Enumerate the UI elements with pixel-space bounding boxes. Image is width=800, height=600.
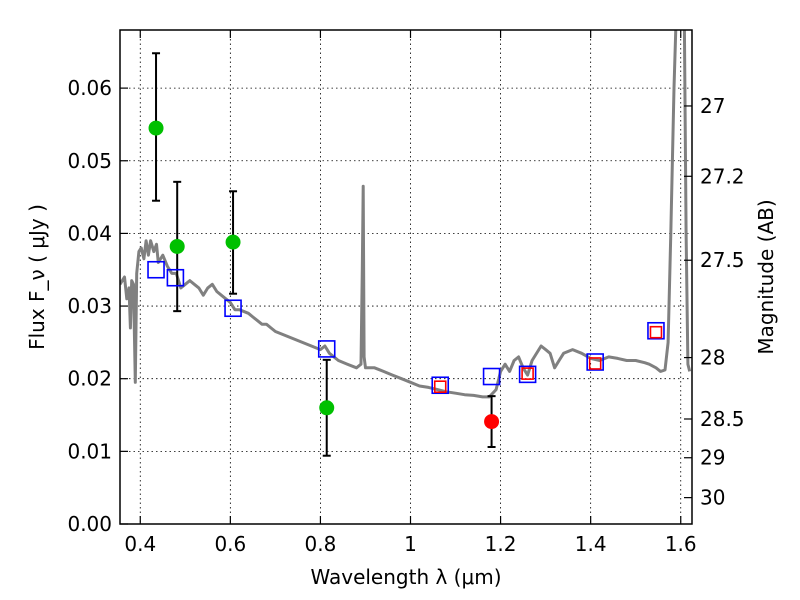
- x-tick-label-5: 1.4: [575, 532, 607, 556]
- y-tick-label-0: 0.00: [67, 512, 112, 536]
- y-tick-label-2: 0.02: [67, 367, 112, 391]
- data-point-0-1: [169, 238, 185, 254]
- model-spectrum-line: [120, 30, 692, 399]
- y-tick-label-6: 0.06: [67, 76, 112, 100]
- x-tick-label-3: 1: [404, 532, 417, 556]
- model-spectrum: [120, 30, 692, 399]
- x-tick-label-1: 0.6: [214, 532, 246, 556]
- right-tick-label-3: 28: [700, 346, 725, 370]
- y-tick-label-3: 0.03: [67, 294, 112, 318]
- data-point-0-2: [225, 234, 241, 250]
- y-axis-label: Flux F_ν ( μJy ): [25, 204, 49, 350]
- data-point-1-0: [484, 414, 500, 430]
- right-axis-label: Magnitude (AB): [754, 199, 778, 354]
- square-marker-2-7: [586, 353, 604, 371]
- x-tick-label-6: 1.6: [665, 532, 697, 556]
- x-tick-labels: 0.4 0.6 0.8 1 1.2 1.4 1.6: [124, 532, 696, 556]
- square-marker-2-6: [518, 365, 537, 384]
- x-tick-label-4: 1.2: [485, 532, 517, 556]
- square-marker-3-0: [433, 380, 447, 393]
- square-marker-3-2: [588, 357, 602, 370]
- right-tick-label-0: 27: [700, 94, 725, 118]
- data-point-0-3: [319, 400, 335, 416]
- data-point-0-0: [148, 120, 164, 136]
- right-tick-labels: 27 27.2 27.5 28 28.5 29 30: [700, 94, 745, 510]
- square-marker-2-0: [147, 260, 165, 279]
- right-tick-label-4: 28.5: [700, 407, 745, 431]
- error-bars: [152, 52, 496, 457]
- right-tick-label-2: 27.5: [700, 248, 745, 272]
- y-tick-labels: 0.00 0.01 0.02 0.03 0.04 0.05 0.06: [67, 76, 112, 536]
- y-tick-label-5: 0.05: [67, 149, 112, 173]
- x-tick-label-0: 0.4: [124, 532, 156, 556]
- square-marker-2-2: [224, 299, 242, 318]
- square-marker-2-5: [482, 367, 501, 386]
- y-tick-label-1: 0.01: [67, 439, 112, 463]
- square-marker-2-1: [166, 268, 185, 287]
- right-tick-label-5: 29: [700, 446, 725, 470]
- right-tick-label-1: 27.2: [700, 164, 745, 188]
- square-marker-2-8: [647, 321, 665, 340]
- square-marker-3-3: [649, 325, 663, 339]
- square-marker-2-3: [317, 340, 336, 358]
- square-marker-2-4: [431, 376, 450, 395]
- right-tick-label-6: 30: [700, 486, 725, 510]
- y-tick-label-4: 0.04: [67, 221, 112, 245]
- grid-lines: [120, 30, 692, 525]
- axis-ticks: [120, 30, 692, 525]
- x-tick-label-2: 0.8: [305, 532, 337, 556]
- plot-frame: [119, 29, 693, 525]
- data-markers: [147, 120, 665, 430]
- square-marker-3-1: [521, 367, 534, 380]
- x-axis-label: Wavelength λ (μm): [310, 565, 501, 589]
